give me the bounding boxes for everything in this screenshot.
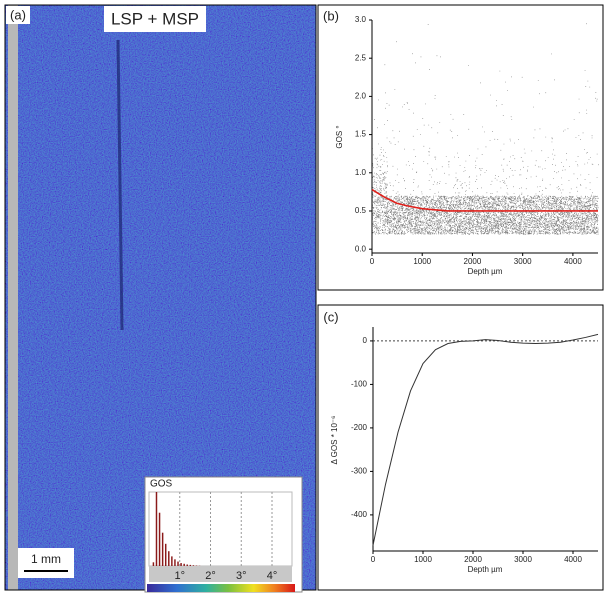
panel-label: (a)	[10, 7, 26, 22]
x-tick-label: 3°	[236, 570, 247, 582]
y-tick-label: 0	[363, 336, 368, 345]
y-tick-label: 2.5	[355, 53, 367, 62]
inset-title: GOS	[150, 479, 173, 490]
panel-label: (c)	[323, 309, 338, 324]
x-tick-label: 3000	[514, 555, 532, 564]
map-edge	[8, 5, 18, 590]
y-axis-label: GOS °	[335, 125, 344, 148]
y-tick-label: 1.0	[355, 168, 367, 177]
y-tick-label: 3.0	[355, 15, 367, 24]
y-tick-label: 1.5	[355, 130, 367, 139]
bar	[183, 564, 184, 566]
bar	[165, 544, 166, 566]
bar	[162, 533, 163, 566]
x-tick-label: 4°	[267, 570, 278, 582]
bar	[190, 565, 191, 566]
y-tick-label: -200	[351, 423, 368, 432]
x-tick-label: 4000	[564, 257, 582, 266]
scale-label: 1 mm	[31, 552, 61, 566]
inset-plot	[149, 492, 292, 566]
bar	[187, 565, 188, 566]
y-tick-label: 2.0	[355, 92, 367, 101]
bar	[156, 492, 157, 566]
y-tick-label: 0.5	[355, 206, 367, 215]
bar	[193, 565, 194, 566]
x-tick-label: 0	[370, 257, 375, 266]
panel-frame	[318, 305, 603, 590]
x-tick-label: 1000	[413, 257, 431, 266]
map-title: LSP + MSP	[111, 9, 199, 28]
color-bar	[147, 584, 295, 592]
x-tick-label: 3000	[514, 257, 532, 266]
x-tick-label: 1000	[414, 555, 432, 564]
bar	[168, 551, 169, 566]
y-tick-label: -400	[351, 510, 368, 519]
panel-label: (b)	[323, 8, 339, 23]
y-axis-label: Δ GOS * 10⁻⁶	[330, 416, 339, 465]
bar	[171, 556, 172, 566]
x-axis-label: Depth µm	[468, 267, 503, 276]
y-tick-label: 0.0	[355, 244, 367, 253]
y-tick-label: -100	[351, 380, 368, 389]
x-tick-label: 1°	[174, 570, 185, 582]
x-axis-label: Depth µm	[468, 565, 503, 574]
x-tick-label: 4000	[564, 555, 582, 564]
bar	[159, 513, 160, 566]
bar	[180, 563, 181, 566]
x-tick-label: 0	[371, 555, 376, 564]
x-tick-label: 2000	[464, 555, 482, 564]
x-tick-label: 2000	[464, 257, 482, 266]
bar	[177, 562, 178, 566]
bar	[174, 559, 175, 566]
y-tick-label: -300	[351, 467, 368, 476]
bar	[153, 562, 154, 566]
x-tick-label: 2°	[205, 570, 216, 582]
